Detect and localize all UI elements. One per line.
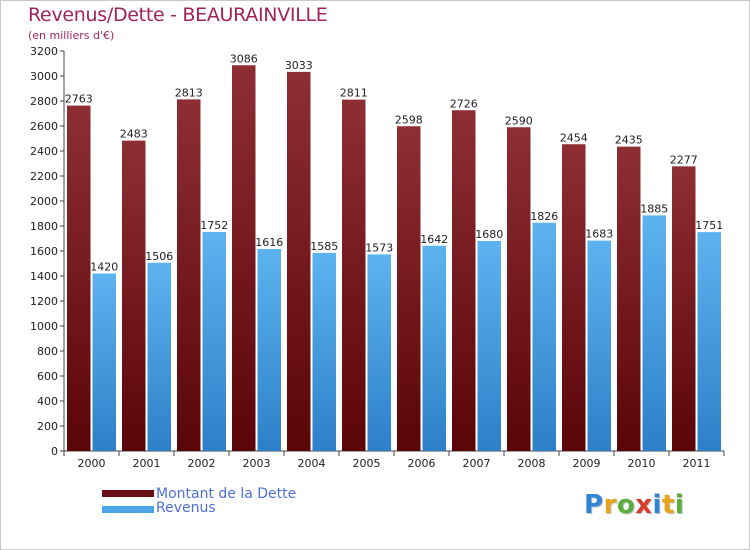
bar-dette [122,140,146,451]
y-tick-label: 1400 [30,270,58,283]
bar-revenus [532,222,556,451]
y-tick-label: 0 [51,445,58,458]
x-tick-label: 2006 [408,457,436,470]
bar-dette [507,127,531,451]
legend-swatch-dette [102,490,154,497]
bar-dette [672,166,696,451]
data-label: 1752 [200,219,228,232]
chart-subtitle: (en milliers d'€) [28,29,115,42]
bar-dette [397,126,421,451]
legend-label-revenus: Revenus [156,500,216,516]
y-tick-label: 2800 [30,95,58,108]
x-tick-label: 2009 [573,457,601,470]
data-label: 2590 [505,114,533,127]
data-label: 3086 [230,52,258,65]
x-tick-label: 2004 [298,457,326,470]
data-label: 1585 [310,240,338,253]
data-label: 2813 [175,86,203,99]
data-label: 2763 [65,93,93,106]
data-labels: 2763 1420 2483 1506 2813 1752 3086 1616 3033 1585… [65,52,724,273]
data-label: 1642 [420,233,448,246]
legend-label-dette: Montant de la Dette [156,486,297,502]
x-tick-label: 2001 [133,457,161,470]
data-label: 1420 [90,261,118,274]
data-label: 2454 [560,131,588,144]
x-tick-label: 2010 [628,457,656,470]
y-tick-label: 600 [37,370,58,383]
data-label: 1885 [640,202,668,215]
bar-revenus [312,252,336,451]
x-tick-label: 2005 [353,457,381,470]
y-axis: 0 200 400 600 800 1000 1200 1400 1600 1800 2000 220… [30,45,65,458]
data-label: 2598 [395,113,423,126]
data-label: 1680 [475,228,503,241]
logo-letter: x [635,490,653,520]
bar-revenus [422,245,446,451]
data-label: 1616 [255,236,283,249]
data-label: 1751 [695,219,723,232]
bar-revenus [642,215,666,451]
y-tick-label: 800 [37,345,58,358]
x-tick-label: 2003 [243,457,271,470]
data-label: 2277 [670,153,698,166]
data-label: 1826 [530,210,558,223]
y-tick-label: 1200 [30,295,58,308]
data-label: 1506 [145,250,173,263]
x-axis: 2000 2001 2002 2003 2004 2005 2006 2007 2008 2009… [63,450,725,470]
logo-letter: i [674,490,685,520]
y-tick-label: 3200 [30,45,58,58]
bar-dette [67,105,91,451]
bar-revenus [147,262,171,451]
bar-revenus [257,249,281,451]
y-tick-label: 1800 [30,220,58,233]
y-tick-label: 2400 [30,145,58,158]
bar-dette [617,146,641,451]
data-label: 2435 [615,134,643,147]
data-label: 2811 [340,87,368,100]
chart-title: Revenus/Dette - BEAURAINVILLE [28,4,328,26]
bar-dette [287,71,311,451]
bar-dette [232,65,256,451]
x-tick-label: 2011 [683,457,711,470]
logo-letter: t [661,490,675,520]
bar-revenus [697,232,721,451]
legend-swatch-revenus [102,506,154,513]
x-tick-label: 2002 [188,457,216,470]
bar-dette [177,99,201,451]
logo-letter: P [584,490,604,520]
bar-revenus [367,254,391,451]
bar-dette [452,110,476,451]
data-label: 3033 [285,59,313,72]
y-tick-label: 1600 [30,245,58,258]
logo-letter: o [616,490,636,520]
y-tick-label: 2200 [30,170,58,183]
proxiti-logo: Proxiti [584,490,684,520]
bar-revenus [477,241,501,451]
bar-dette [562,144,586,451]
data-label: 1683 [585,228,613,241]
y-tick-label: 1000 [30,320,58,333]
logo-letter: r [603,490,617,520]
x-tick-label: 2008 [518,457,546,470]
y-tick-label: 3000 [30,70,58,83]
bar-revenus [92,273,116,451]
data-label: 2726 [450,97,478,110]
bar-dette [342,99,366,451]
logo-letter: i [652,490,662,520]
data-label: 1573 [365,241,393,254]
x-tick-label: 2007 [463,457,491,470]
y-tick-label: 2600 [30,120,58,133]
bars [67,65,721,451]
y-tick-label: 200 [37,420,58,433]
data-label: 2483 [120,128,148,141]
y-tick-label: 2000 [30,195,58,208]
y-tick-label: 400 [37,395,58,408]
bar-revenus [202,232,226,451]
x-tick-label: 2000 [78,457,106,470]
bar-revenus [587,240,611,451]
